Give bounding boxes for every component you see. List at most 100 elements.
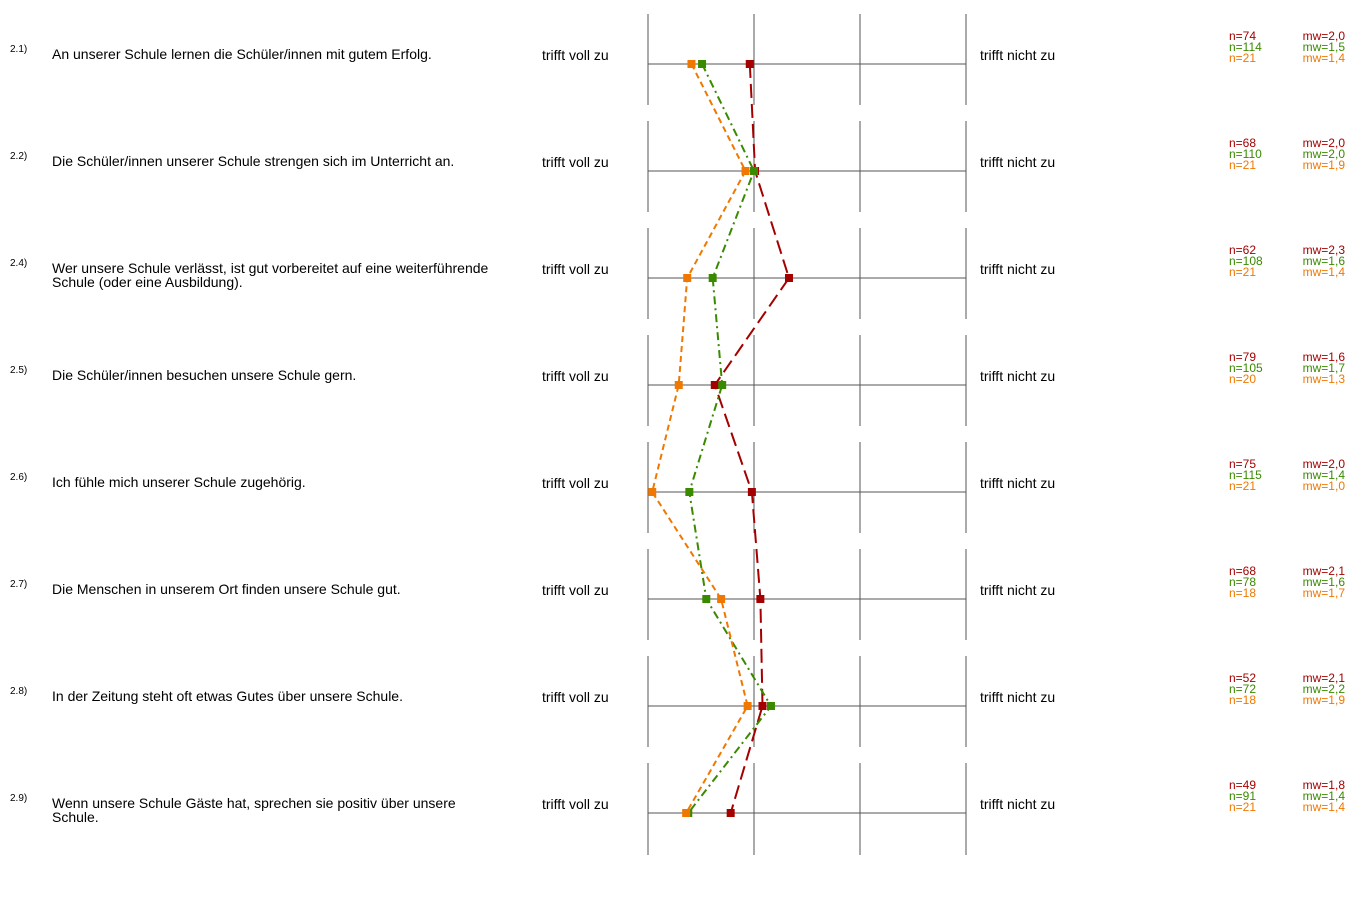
series-2-point — [718, 381, 727, 389]
item-text: In der Zeitung steht oft etwas Gutes übe… — [52, 688, 403, 704]
series-3-point — [687, 60, 696, 68]
item-stats: n=68 mw=2,1 n=78 mw=1,6 n=18 mw=1,7 — [1229, 564, 1345, 600]
scale-left-label: trifft voll zu — [542, 689, 609, 705]
stat-line: n=21 mw=1,4 — [1229, 801, 1345, 813]
item-stats: n=52 mw=2,1 n=72 mw=2,2 n=18 mw=1,9 — [1229, 671, 1345, 707]
item-stats: n=68 mw=2,0 n=110 mw=2,0 n=21 mw=1,9 — [1229, 136, 1345, 172]
stat-mean: mw=2,0 — [1302, 457, 1345, 471]
stat-line: n=21 mw=1,4 — [1229, 51, 1345, 65]
item-row: 2.5) Die Schüler/innen besuchen unsere Sc… — [0, 351, 1346, 472]
stat-mean: mw=1,7 — [1302, 361, 1345, 375]
item-number: 2.1) — [10, 44, 28, 55]
stat-n: n=68 — [1229, 564, 1257, 578]
stat-n: n=79 — [1229, 350, 1257, 364]
stat-n: n=21 — [1229, 51, 1257, 65]
stat-n: n=18 — [1229, 693, 1257, 707]
stat-n: n=78 — [1229, 575, 1257, 589]
item-stats: n=74 mw=2,0 n=114 mw=1,5 n=21 mw=1,4 — [1229, 29, 1345, 65]
stat-line: n=110 mw=2,0 — [1229, 147, 1345, 161]
stat-n: n=21 — [1229, 158, 1257, 172]
stat-mean: mw=1,6 — [1302, 350, 1345, 364]
item-number: 2.6) — [10, 472, 28, 483]
stat-mean: mw=2,0 — [1302, 29, 1345, 43]
stat-n: n=52 — [1229, 671, 1257, 685]
stat-mean: mw=2,0 — [1302, 147, 1345, 161]
stat-n: n=74 — [1229, 29, 1257, 43]
series-2-point — [702, 595, 711, 603]
scale-left-label: trifft voll zu — [542, 368, 609, 384]
stat-n: n=115 — [1229, 468, 1262, 482]
item-row: 2.1) An unserer Schule lernen die Schüler… — [0, 30, 1346, 151]
scale-left-label: trifft voll zu — [542, 154, 609, 170]
stat-line: n=21 mw=1,9 — [1229, 158, 1345, 172]
series-line-3 — [651, 63, 749, 814]
item-stats: n=49 mw=1,8 n=91 mw=1,4 n=21 mw=1,4 — [1229, 778, 1345, 813]
stat-n: n=21 — [1229, 479, 1257, 493]
item-number: 2.7) — [10, 579, 28, 590]
stat-line: n=49 mw=1,8 — [1229, 778, 1345, 792]
stat-mean: mw=1,4 — [1302, 789, 1345, 803]
item-text: Ich fühle mich unserer Schule zugehörig. — [52, 474, 306, 490]
stat-line: n=21 mw=1,4 — [1229, 265, 1345, 279]
scale-right-label: trifft nicht zu — [980, 261, 1056, 277]
scale-right-label: trifft nicht zu — [980, 475, 1056, 491]
stat-line: n=79 mw=1,6 — [1229, 350, 1345, 364]
item-row: 2.8) In der Zeitung steht oft etwas Gutes… — [0, 672, 1346, 793]
stat-n: n=62 — [1229, 243, 1257, 257]
series-3-point — [648, 488, 657, 496]
item-number: 2.5) — [10, 365, 28, 376]
series-3-point — [743, 702, 752, 710]
item-number: 2.9) — [10, 793, 28, 804]
item-text: Die Menschen in unserem Ort finden unser… — [52, 581, 401, 597]
series-2-point — [708, 274, 717, 282]
series-3-point — [741, 167, 750, 175]
stat-n: n=20 — [1229, 372, 1257, 386]
series-3-point — [717, 595, 726, 603]
scale-right-label: trifft nicht zu — [980, 47, 1056, 63]
stat-line: n=72 mw=2,2 — [1229, 682, 1345, 696]
item-stats: n=79 mw=1,6 n=105 mw=1,7 n=20 mw=1,3 — [1229, 350, 1345, 386]
scale-right-label: trifft nicht zu — [980, 154, 1056, 170]
series-1-point — [726, 809, 735, 817]
item-row: 2.9) Wenn unsere Schule Gäste hat, sprech… — [0, 779, 1346, 900]
stat-mean: mw=2,0 — [1302, 136, 1345, 150]
series-3-point — [682, 809, 691, 817]
stat-line: n=75 mw=2,0 — [1229, 457, 1345, 471]
item-row: 2.4) Wer unsere Schule verlässt, ist gut … — [0, 244, 1346, 365]
stat-n: n=110 — [1229, 147, 1262, 161]
scale-left-label: trifft voll zu — [542, 261, 609, 277]
series-2-point — [698, 60, 707, 68]
item-number: 2.4) — [10, 258, 28, 269]
series-1-point — [745, 60, 754, 68]
stat-mean: mw=1,6 — [1302, 254, 1345, 268]
stat-line: n=20 mw=1,3 — [1229, 372, 1345, 386]
item-text: Wer unsere Schule verlässt, ist gut vorb… — [52, 260, 489, 290]
stat-mean: mw=2,1 — [1302, 671, 1345, 685]
stat-mean: mw=2,1 — [1302, 564, 1345, 578]
stat-n: n=49 — [1229, 778, 1257, 792]
stat-line: n=91 mw=1,4 — [1229, 789, 1345, 803]
item-text: Wenn unsere Schule Gäste hat, sprechen s… — [52, 795, 456, 825]
series-1-point — [756, 595, 765, 603]
stat-line: n=68 mw=2,0 — [1229, 136, 1345, 150]
stat-n: n=75 — [1229, 457, 1257, 471]
stat-n: n=114 — [1229, 40, 1262, 54]
stat-line: n=115 mw=1,4 — [1229, 468, 1345, 482]
scale-left-label: trifft voll zu — [542, 796, 609, 812]
stat-mean: mw=1,4 — [1302, 51, 1345, 65]
stat-mean: mw=1,0 — [1302, 479, 1345, 493]
stat-mean: mw=2,2 — [1302, 682, 1345, 696]
stat-mean: mw=1,6 — [1302, 575, 1345, 589]
stat-n: n=72 — [1229, 682, 1257, 696]
stat-line: n=18 mw=1,7 — [1229, 586, 1345, 600]
scale-left-label: trifft voll zu — [542, 582, 609, 598]
stat-line: n=18 mw=1,9 — [1229, 693, 1345, 707]
stat-mean: mw=1,7 — [1302, 586, 1345, 600]
item-text: An unserer Schule lernen die Schüler/inn… — [52, 46, 432, 62]
series-line-1 — [713, 63, 791, 814]
item-row: 2.2) Die Schüler/innen unserer Schule str… — [0, 137, 1346, 258]
item-text: Die Schüler/innen unserer Schule strenge… — [52, 153, 455, 169]
stat-n: n=68 — [1229, 136, 1257, 150]
stat-mean: mw=1,4 — [1302, 265, 1345, 279]
item-row: 2.6) Ich fühle mich unserer Schule zugehö… — [0, 458, 1346, 579]
